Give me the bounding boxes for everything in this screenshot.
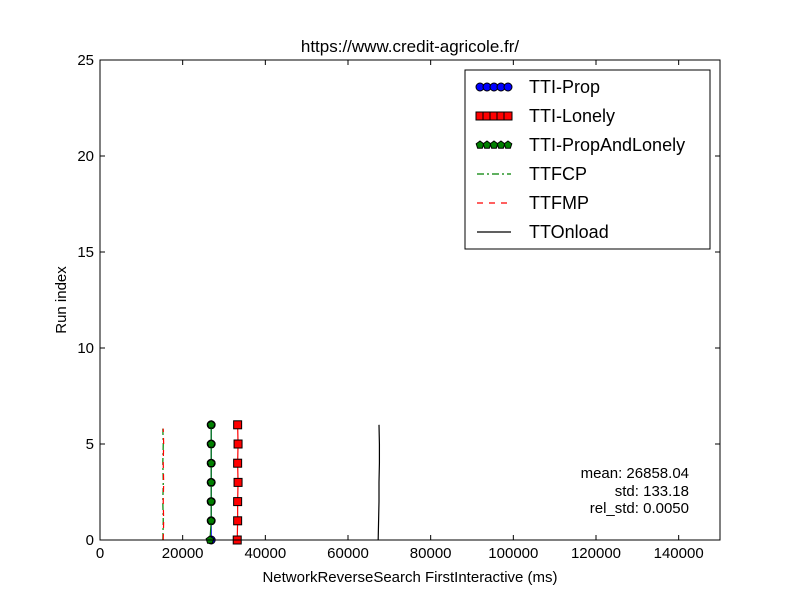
data-point-tti-propandlonely [206, 458, 216, 467]
series-line-ttonload [377, 424, 381, 541]
data-point-tti-propandlonely [206, 420, 216, 429]
legend-label: TTI-Lonely [529, 106, 615, 126]
x-tick-label: 100000 [488, 545, 538, 562]
legend-swatch-marker [503, 140, 513, 149]
legend-label: TTOnload [529, 222, 609, 242]
chart-title: https://www.credit-agricole.fr/ [301, 37, 520, 56]
data-point-tti-propandlonely [206, 496, 216, 506]
series-ttonload [377, 424, 381, 541]
legend-item-ttfmp: TTFMP [477, 193, 589, 213]
legend-item-ttonload: TTOnload [477, 222, 609, 242]
data-point-tti-lonely [233, 439, 243, 449]
legend-label: TTFCP [529, 164, 587, 184]
data-point-tti-lonely [233, 516, 243, 526]
data-point-tti-lonely [233, 458, 243, 468]
x-tick-label: 40000 [244, 545, 286, 562]
x-tick-label: 20000 [162, 545, 204, 562]
data-point-tti-lonely [233, 497, 243, 507]
y-tick-label: 20 [77, 148, 94, 165]
legend-item-ttfcp: TTFCP [477, 164, 587, 184]
y-tick-label: 0 [86, 532, 94, 549]
legend-item-tti-propandlonely: TTI-PropAndLonely [475, 135, 685, 155]
legend-box [464, 69, 711, 250]
legend-swatch-marker [503, 111, 513, 121]
x-axis-label: NetworkReverseSearch FirstInteractive (m… [262, 569, 557, 586]
x-tick-label: 0 [96, 545, 104, 562]
y-tick-label: 5 [86, 436, 94, 453]
stats-mean: mean: 26858.04 [581, 465, 689, 482]
y-tick-label: 25 [77, 52, 94, 69]
legend-label: TTFMP [529, 193, 589, 213]
x-tick-label: 60000 [327, 545, 369, 562]
axis-ticks: 0 20000 40000 60000 80000 100000 120000 140000 0… [77, 52, 720, 562]
legend-item-tti-prop: TTI-Prop [475, 77, 600, 97]
y-tick-label: 15 [77, 244, 94, 261]
plot-frame [99, 59, 721, 541]
x-tick-label: 120000 [571, 545, 621, 562]
x-tick-label: 140000 [654, 545, 704, 562]
stats-rel-std: rel_std: 0.0050 [590, 500, 689, 517]
legend-label: TTI-PropAndLonely [529, 135, 685, 155]
stats-std: std: 133.18 [615, 483, 689, 500]
legend-label: TTI-Prop [529, 77, 600, 97]
series-group [162, 420, 381, 545]
data-point-tti-lonely [233, 420, 243, 430]
y-axis-label: Run index [53, 266, 70, 334]
data-point-tti-propandlonely [206, 439, 216, 448]
legend-item-tti-lonely: TTI-Lonely [475, 106, 615, 126]
data-point-tti-propandlonely [206, 516, 216, 525]
legend: TTI-Prop TTI-Lonely TTI-PropAndLonely TTFCP… [464, 69, 711, 250]
legend-swatch-marker [503, 82, 513, 92]
data-point-tti-lonely [233, 477, 243, 487]
x-tick-label: 80000 [410, 545, 452, 562]
data-point-tti-propandlonely [206, 477, 216, 487]
y-tick-label: 10 [77, 340, 94, 357]
